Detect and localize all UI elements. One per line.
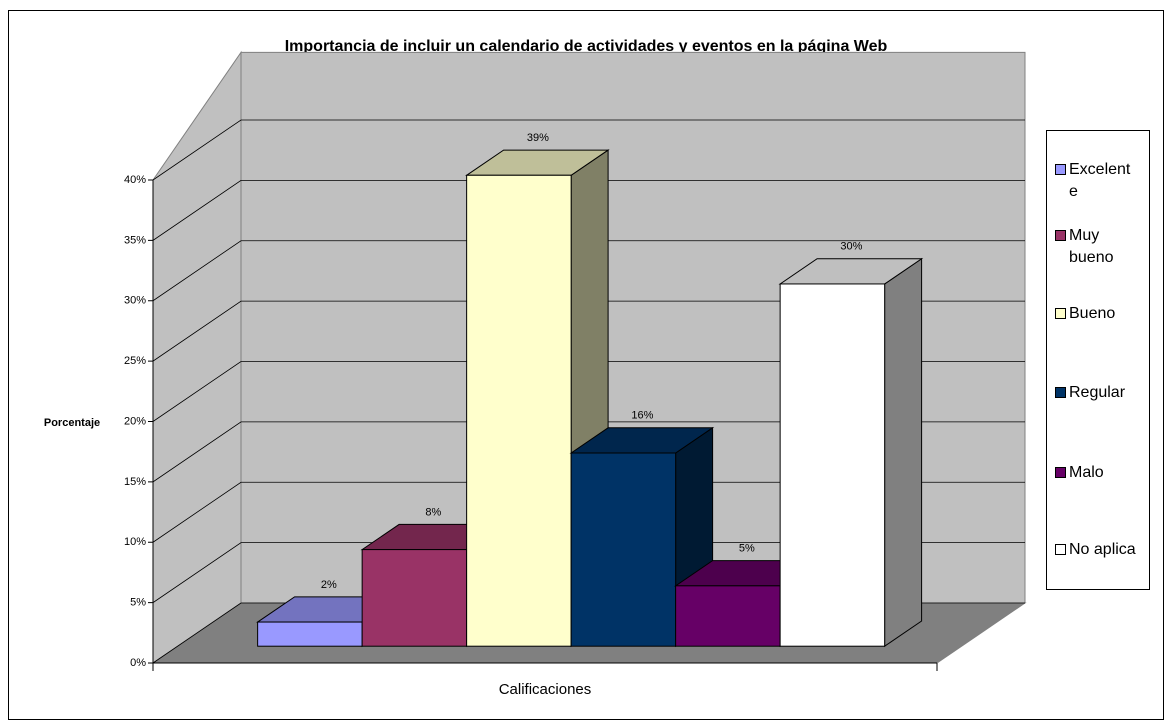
y-tick-label: 10% — [124, 536, 146, 548]
legend-label: Muy bueno — [1069, 227, 1114, 266]
legend-entry: Malo — [1055, 462, 1149, 484]
grid-line — [152, 361, 1025, 422]
y-tick-label: 25% — [124, 355, 146, 367]
legend: Excelente Muy bueno Bueno Regular Malo No apl… — [1046, 130, 1150, 590]
grid-line — [152, 119, 1025, 181]
legend-swatch — [1055, 544, 1066, 555]
legend-entry: No aplica — [1055, 539, 1149, 561]
bar-side — [884, 257, 923, 648]
legend-label: Excelente — [1069, 161, 1131, 200]
chart-title: Importancia de incluir un calendario de … — [285, 38, 888, 55]
data-label: 30% — [840, 241, 862, 253]
grid-line — [152, 481, 1025, 543]
y-tick-label: 5% — [130, 597, 146, 609]
y-tick-label: 30% — [124, 295, 146, 307]
data-label: 39% — [527, 132, 549, 144]
legend-entry: Regular — [1055, 382, 1149, 404]
legend-label: Regular — [1069, 384, 1126, 401]
y-tick-label: 40% — [124, 174, 146, 186]
bar — [675, 585, 781, 647]
data-label: 5% — [739, 543, 755, 555]
y-tick-label: 0% — [130, 657, 146, 669]
legend-swatch — [1055, 467, 1066, 478]
data-label: 16% — [631, 410, 653, 422]
legend-entry: Excelente — [1055, 159, 1149, 203]
legend-label: Malo — [1069, 464, 1104, 481]
legend-label: Bueno — [1069, 305, 1116, 322]
legend-swatch — [1055, 230, 1066, 241]
plot-area: 0% 5% 10% 15% 20% 25% 30% 35% 40% 2% 8% 39% 16% 5% 30% — [124, 50, 1027, 671]
legend-swatch — [1055, 308, 1066, 319]
bar — [779, 283, 886, 647]
y-tick-label: 15% — [124, 476, 146, 488]
legend-swatch — [1055, 387, 1066, 398]
x-axis-label: Calificaciones — [499, 681, 592, 698]
grid-line — [152, 300, 1025, 362]
bar — [570, 452, 677, 647]
legend-swatch — [1055, 164, 1066, 175]
legend-label: No aplica — [1069, 541, 1136, 558]
y-axis-label: Porcentaje — [44, 417, 100, 429]
y-tick-label: 35% — [124, 234, 146, 246]
data-label: 2% — [321, 579, 337, 591]
grid-line — [152, 179, 1025, 241]
legend-entry: Bueno — [1055, 303, 1149, 325]
bar — [466, 174, 572, 647]
bar — [361, 549, 468, 647]
grid-line — [152, 421, 1025, 483]
grid-line — [152, 542, 1025, 603]
bar — [257, 621, 363, 647]
data-label: 8% — [425, 506, 441, 518]
grid-line — [152, 240, 1025, 302]
legend-entry: Muy bueno — [1055, 225, 1149, 269]
y-tick-label: 20% — [124, 415, 146, 427]
